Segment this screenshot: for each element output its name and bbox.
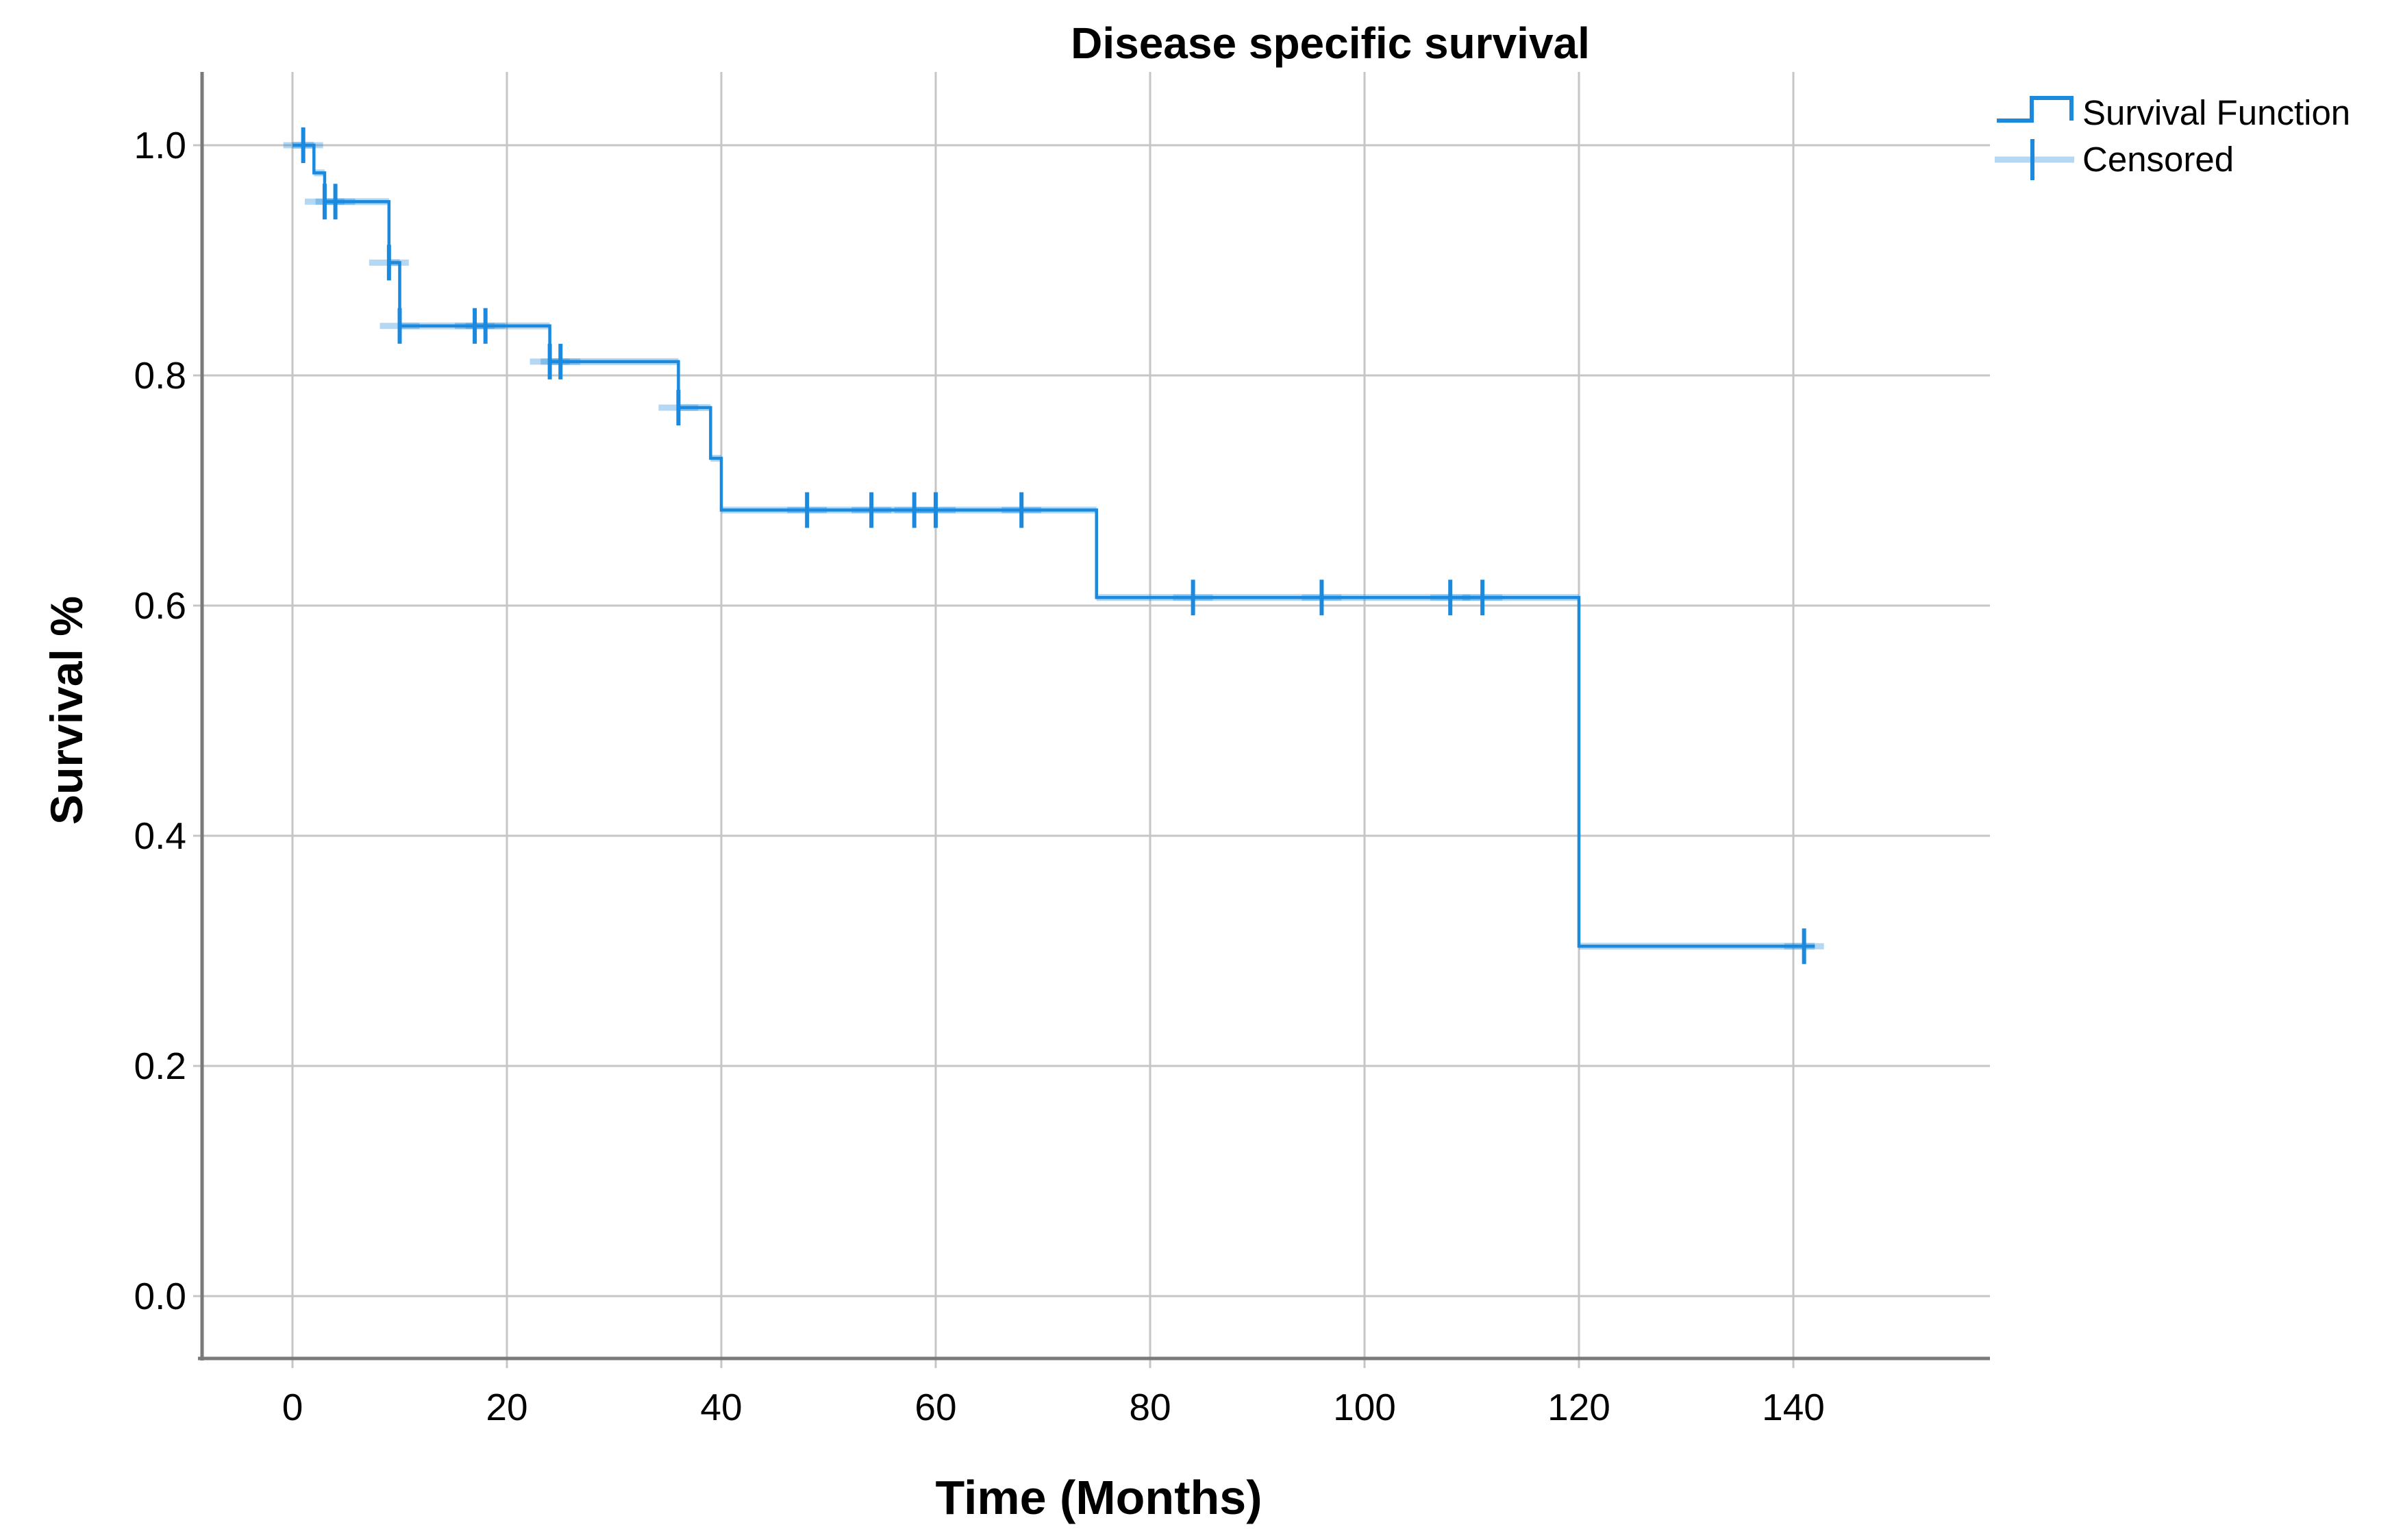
x-tick-label: 40 bbox=[700, 1386, 743, 1428]
censored-marker bbox=[1480, 580, 1485, 616]
x-tick-label: 60 bbox=[914, 1386, 957, 1428]
y-axis-title: Survival % bbox=[41, 596, 92, 825]
censored-marker bbox=[1319, 580, 1324, 616]
censored-marker bbox=[869, 492, 874, 528]
censored-marker bbox=[547, 343, 552, 380]
x-tick-label: 80 bbox=[1129, 1386, 1171, 1428]
censored-marker bbox=[397, 308, 402, 344]
x-tick-label: 140 bbox=[1762, 1386, 1825, 1428]
y-tick-label: 1.0 bbox=[134, 124, 186, 166]
x-axis-title: Time (Months) bbox=[935, 1471, 1262, 1524]
censored-marker bbox=[558, 343, 563, 380]
plus-marker-icon bbox=[2030, 139, 2034, 180]
censored-marker bbox=[934, 492, 938, 528]
x-tick-label: 100 bbox=[1333, 1386, 1396, 1428]
censored-marker bbox=[333, 184, 338, 220]
censored-marker bbox=[473, 308, 477, 344]
legend-item-censored: Censored bbox=[2082, 140, 2234, 179]
y-tick-label: 0.4 bbox=[134, 815, 186, 857]
censored-marker bbox=[805, 492, 810, 528]
survival-function-curve bbox=[292, 143, 1815, 948]
legend-item-survival-function: Survival Function bbox=[2082, 93, 2351, 132]
censored-marker bbox=[1191, 580, 1195, 616]
censored-marker bbox=[912, 492, 917, 528]
censored-marker bbox=[386, 245, 391, 281]
censored-marker bbox=[301, 127, 306, 163]
y-tick-label: 0.8 bbox=[134, 354, 186, 397]
x-tick-label: 0 bbox=[282, 1386, 303, 1428]
x-tick-label: 20 bbox=[486, 1386, 528, 1428]
y-tick-label: 0.6 bbox=[134, 584, 186, 627]
x-tick-label: 120 bbox=[1547, 1386, 1610, 1428]
chart-title: Disease specific survival bbox=[1071, 18, 1590, 68]
step-line-icon bbox=[1997, 96, 2074, 123]
censored-marker bbox=[483, 308, 488, 344]
censored-marker bbox=[676, 390, 681, 426]
censored-marker bbox=[322, 184, 327, 220]
y-tick-label: 0.0 bbox=[134, 1275, 186, 1317]
censored-marker bbox=[1019, 492, 1024, 528]
y-tick-label: 0.2 bbox=[134, 1045, 186, 1087]
censored-marker bbox=[1448, 580, 1453, 616]
censored-marker bbox=[1802, 928, 1806, 965]
